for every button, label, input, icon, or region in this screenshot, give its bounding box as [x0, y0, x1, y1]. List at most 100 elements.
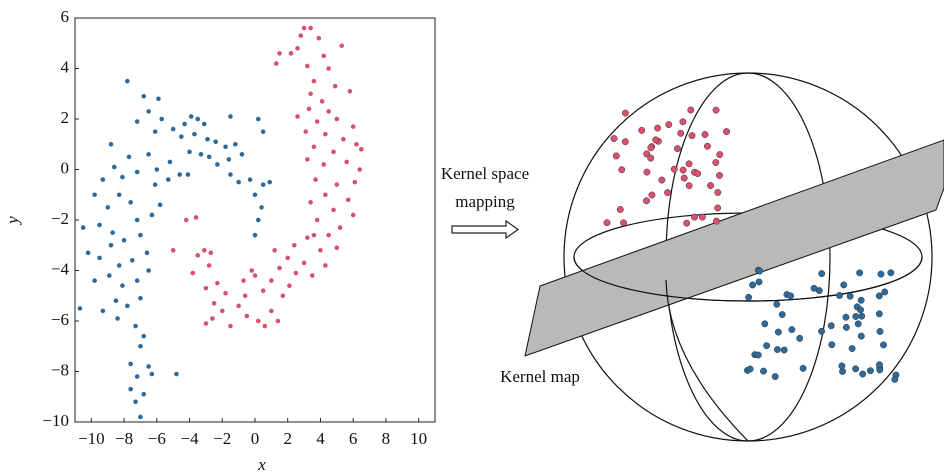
feature-dot — [659, 177, 665, 183]
feature-dot — [876, 362, 882, 368]
feature-dot — [622, 138, 628, 144]
feature-dot — [613, 153, 619, 159]
feature-dot — [620, 220, 626, 226]
feature-dot — [877, 328, 883, 334]
point — [109, 142, 114, 147]
point — [308, 91, 313, 96]
feature-dot — [797, 335, 803, 341]
point — [195, 253, 200, 258]
point — [205, 137, 210, 142]
point — [97, 223, 102, 228]
point — [318, 248, 323, 253]
point — [133, 324, 138, 329]
feature-dot — [774, 346, 780, 352]
point — [145, 251, 150, 256]
point — [194, 215, 199, 220]
point — [338, 225, 343, 230]
feature-dot — [681, 175, 687, 181]
feature-dot — [691, 214, 697, 220]
feature-dot — [756, 279, 762, 285]
feature-dot — [857, 307, 863, 313]
point — [312, 79, 317, 84]
feature-dot — [819, 270, 825, 276]
point — [128, 200, 133, 205]
point — [339, 43, 344, 48]
point — [114, 299, 119, 304]
feature-dot — [760, 368, 766, 374]
x-tick-label: −2 — [213, 429, 231, 448]
point — [233, 142, 238, 147]
x-tick-label: −6 — [148, 429, 166, 448]
point — [146, 109, 151, 114]
point — [292, 243, 297, 248]
point — [335, 182, 340, 187]
point — [303, 129, 308, 134]
feature-dot — [643, 198, 649, 204]
y-tick-label: 0 — [61, 158, 70, 177]
feature-dot — [611, 135, 617, 141]
point — [227, 157, 232, 162]
point — [346, 198, 351, 203]
point — [276, 319, 281, 324]
point — [331, 150, 336, 155]
point — [168, 160, 173, 165]
x-tick-label: 6 — [349, 429, 358, 448]
point — [302, 26, 307, 31]
point — [210, 316, 215, 321]
feature-dot — [849, 345, 855, 351]
point — [236, 304, 241, 309]
feature-dot — [828, 323, 834, 329]
x-tick-label: 4 — [316, 429, 325, 448]
point — [228, 172, 233, 177]
feature-dot — [781, 347, 787, 353]
point — [125, 79, 130, 84]
point — [323, 192, 328, 197]
feature-dot — [689, 132, 695, 138]
feature-dot — [811, 285, 817, 291]
feature-dot — [880, 342, 886, 348]
feature-dot — [818, 328, 824, 334]
point — [335, 245, 340, 250]
point — [295, 46, 300, 51]
feature-dot — [847, 293, 853, 299]
point — [155, 167, 160, 172]
point — [135, 170, 140, 175]
point — [133, 400, 138, 405]
point — [153, 129, 158, 134]
feature-dot — [800, 365, 806, 371]
feature-dot — [859, 313, 865, 319]
point — [310, 273, 315, 278]
point — [207, 155, 212, 160]
feature-dot — [749, 282, 755, 288]
point — [243, 293, 248, 298]
x-tick-label: 2 — [283, 429, 292, 448]
feature-dot — [860, 371, 866, 377]
feature-dot — [686, 182, 692, 188]
feature-dot — [775, 329, 781, 335]
point — [315, 218, 320, 223]
point — [326, 66, 331, 71]
point — [97, 256, 102, 261]
point — [92, 278, 97, 283]
point — [333, 84, 338, 89]
point — [141, 392, 146, 397]
point — [335, 117, 340, 122]
y-tick-label: −6 — [51, 310, 69, 329]
feature-dot — [763, 342, 769, 348]
point — [228, 324, 233, 329]
point — [179, 134, 184, 139]
feature-dot — [839, 363, 845, 369]
x-tick-label: −8 — [115, 429, 133, 448]
feature-dot — [853, 313, 859, 319]
point — [344, 160, 349, 165]
plot-frame — [75, 18, 435, 422]
point — [115, 316, 120, 321]
point — [351, 213, 356, 218]
feature-dot — [666, 121, 672, 127]
point — [308, 26, 313, 31]
point — [202, 248, 207, 253]
point — [302, 261, 307, 266]
point — [138, 296, 143, 301]
feature-dot — [878, 271, 884, 277]
feature-dot — [684, 220, 690, 226]
